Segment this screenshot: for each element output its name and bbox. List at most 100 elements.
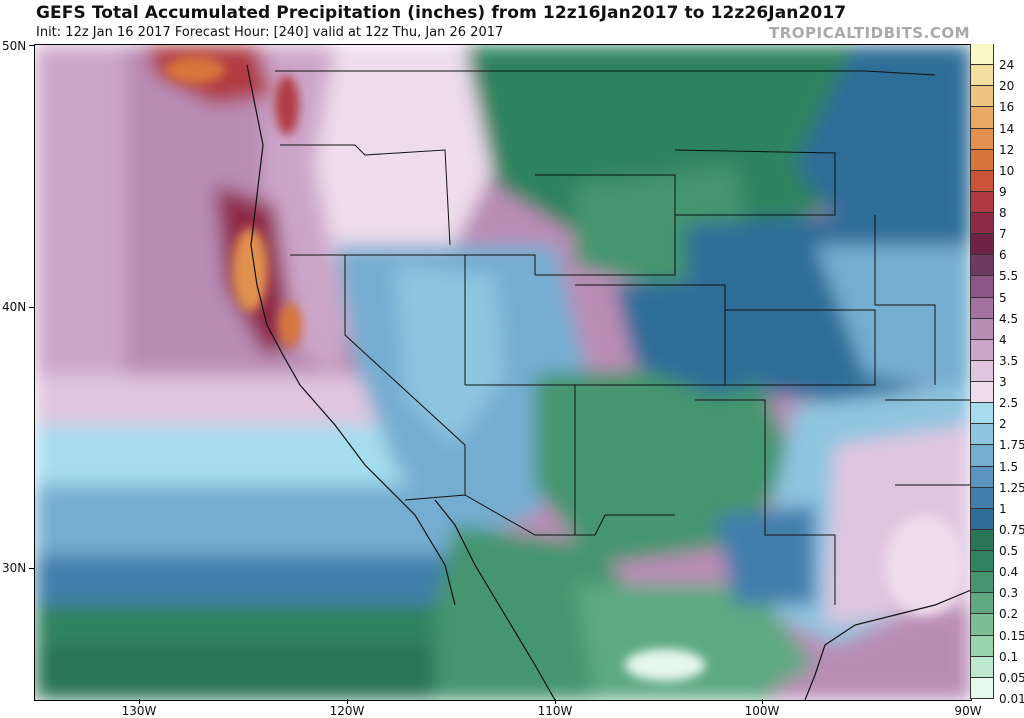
- lon-tick-100: [762, 699, 763, 704]
- lon-label-100w: 100W: [744, 704, 780, 718]
- legend-swatch: [970, 128, 994, 150]
- legend-label: 0.2: [999, 607, 1019, 622]
- lon-label-120w: 120W: [329, 704, 365, 718]
- legend-swatch: [970, 44, 994, 66]
- legend-swatch: [970, 234, 994, 256]
- legend-label: 7: [999, 227, 1007, 242]
- gulf-coastline: [804, 589, 971, 700]
- legend-label: 3: [999, 375, 1007, 390]
- legend-swatch: [970, 255, 994, 277]
- midwest-light: [815, 245, 971, 395]
- legend-swatch: [970, 656, 994, 678]
- legend-label: 12: [999, 142, 1015, 157]
- legend-label: 3.5: [999, 353, 1019, 368]
- oregon-border: [280, 144, 451, 246]
- kansas-border: [725, 309, 876, 386]
- great-basin: [395, 265, 505, 445]
- us-canada-border: [275, 70, 936, 76]
- cascades-max: [275, 75, 299, 135]
- legend-label: 4.5: [999, 311, 1019, 326]
- open-ocean-south: [35, 485, 475, 565]
- lat-label-40n: 40N: [2, 300, 27, 314]
- legend-swatch: [970, 297, 994, 319]
- colorado-border: [575, 284, 726, 386]
- legend-label: 0.1: [999, 649, 1019, 664]
- legend-label: 0.3: [999, 586, 1019, 601]
- precip-field: [35, 45, 971, 700]
- legend-label: 0.15: [999, 628, 1024, 643]
- legend-swatch: [970, 572, 994, 594]
- legend-swatch: [970, 382, 994, 404]
- map-subtitle: Init: 12z Jan 16 2017 Forecast Hour: [24…: [36, 25, 504, 40]
- legend-label: 0.4: [999, 565, 1019, 580]
- legend-swatch: [970, 360, 994, 383]
- legend-swatch: [970, 551, 994, 573]
- legend-label: 1.75: [999, 438, 1024, 453]
- legend-label: 20: [999, 79, 1015, 94]
- lon-label-110w: 110W: [537, 704, 573, 718]
- legend-swatch: [970, 65, 994, 87]
- legend-swatch: [970, 339, 994, 361]
- ocean-green-dark: [35, 645, 455, 700]
- legend-label: 1.5: [999, 459, 1019, 474]
- lon-tick-120: [347, 699, 348, 704]
- legend-swatch: [970, 614, 994, 636]
- legend-swatch: [970, 276, 994, 298]
- texas-blue: [715, 505, 815, 605]
- legend-swatch: [970, 191, 994, 214]
- map-title: GEFS Total Accumulated Precipitation (in…: [36, 3, 847, 23]
- legend-label: 2.5: [999, 396, 1019, 411]
- legend-label: 24: [999, 58, 1015, 73]
- precipitation-map: [34, 44, 972, 701]
- state-borders: [275, 70, 971, 605]
- nw-california-max: [232, 228, 268, 312]
- lat-tick-40: [29, 307, 34, 308]
- legend-swatch: [970, 508, 994, 530]
- legend-swatch: [970, 487, 994, 509]
- lon-tick-110: [555, 699, 556, 704]
- legend-swatch: [970, 635, 994, 657]
- legend-swatch: [970, 107, 994, 129]
- legend-label: 0.5: [999, 544, 1019, 559]
- nevada-north-border: [290, 254, 536, 275]
- legend-swatch: [970, 424, 994, 446]
- lat-tick-50: [29, 45, 34, 46]
- baja-coastline: [434, 499, 556, 700]
- us-mexico-border: [404, 494, 675, 536]
- legend-swatch: [970, 149, 994, 171]
- legend-label: 0.05: [999, 670, 1024, 685]
- legend-swatch: [970, 213, 994, 235]
- legend-swatch: [970, 529, 994, 552]
- northern-plains: [465, 45, 875, 245]
- legend-swatch: [970, 403, 994, 425]
- legend-label: 6: [999, 248, 1007, 263]
- lat-label-50n: 50N: [2, 39, 27, 53]
- sierra-max: [278, 303, 302, 347]
- map-canvas: [35, 45, 971, 700]
- legend-swatch: [970, 466, 994, 488]
- legend-label: 10: [999, 163, 1015, 178]
- texas-border: [695, 399, 836, 605]
- louisiana-max: [885, 515, 965, 615]
- olympic-max: [165, 56, 225, 84]
- legend-label: 9: [999, 184, 1007, 199]
- legend-swatch: [970, 170, 994, 192]
- legend-swatch: [970, 593, 994, 615]
- wyoming-border: [535, 174, 676, 276]
- legend-label: 2: [999, 417, 1007, 432]
- legend-swatch: [970, 445, 994, 467]
- legend-swatch: [970, 86, 994, 108]
- legend-swatch: [970, 677, 994, 699]
- great-lakes: [795, 45, 971, 245]
- pacific-coastline: [246, 64, 456, 606]
- lon-tick-130: [139, 699, 140, 704]
- legend-label: 5: [999, 290, 1007, 305]
- legend-label: 5.5: [999, 269, 1019, 284]
- lat-label-30n: 30N: [2, 561, 27, 575]
- coastlines: [246, 64, 971, 700]
- kansas-blue: [615, 275, 795, 395]
- california-nevada-border: [344, 255, 466, 495]
- lon-label-130w: 130W: [121, 704, 157, 718]
- legend-label: 1.25: [999, 480, 1024, 495]
- ocean-west-band: [35, 45, 125, 375]
